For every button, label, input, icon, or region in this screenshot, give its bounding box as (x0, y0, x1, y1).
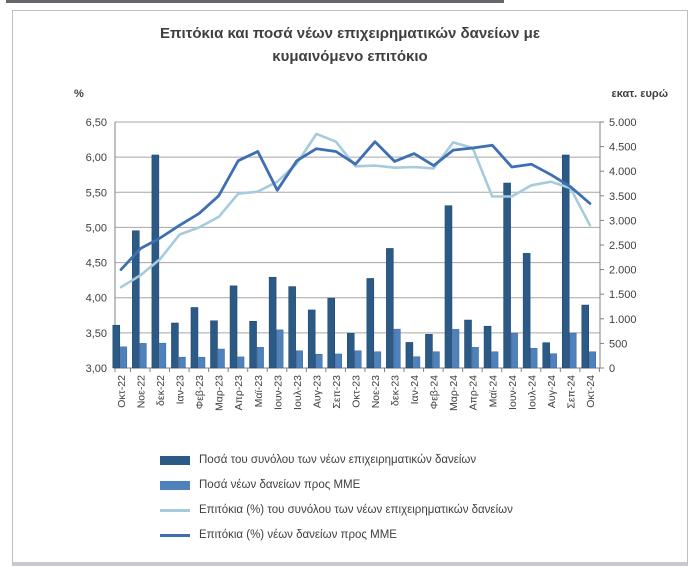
svg-text:Ιουλ-23: Ιουλ-23 (292, 375, 304, 410)
svg-text:δεκ-23: δεκ-23 (390, 375, 402, 406)
legend-swatch-sme-rate-line (160, 533, 190, 537)
svg-text:4.000: 4.000 (609, 166, 637, 178)
chart-plot: 3,00 3,50 4,00 4,50 5,00 5,50 6,00 6,50 0 500 1.00… (86, 117, 637, 411)
svg-text:Ιαν-23: Ιαν-23 (175, 375, 187, 405)
svg-text:Φεβ-24: Φεβ-24 (429, 375, 441, 409)
svg-text:Φεβ-23: Φεβ-23 (194, 375, 206, 409)
legend-label-total-rate: Επιτόκια (%) του συνόλου των νέων επιχει… (199, 504, 513, 516)
svg-text:5,00: 5,00 (86, 222, 107, 234)
svg-text:Μαϊ-24: Μαϊ-24 (487, 375, 499, 407)
svg-text:Νοε-22: Νοε-22 (136, 375, 148, 408)
svg-text:Νοε-23: Νοε-23 (370, 375, 382, 408)
svg-text:Οκτ-22: Οκτ-22 (116, 375, 128, 408)
legend-label-sme-amounts: Ποσά νέων δανείων προς ΜΜΕ (199, 479, 361, 491)
svg-text:4,50: 4,50 (86, 258, 107, 270)
svg-text:5,50: 5,50 (86, 187, 107, 199)
svg-text:Απρ-23: Απρ-23 (233, 375, 245, 411)
svg-text:4.500: 4.500 (609, 142, 637, 154)
svg-text:Μαρ-24: Μαρ-24 (448, 375, 460, 411)
svg-text:2.000: 2.000 (609, 265, 637, 277)
svg-text:3,50: 3,50 (86, 328, 107, 340)
legend-label-sme-rate: Επιτόκια (%) νέων δανείων προς ΜΜΕ (199, 529, 397, 541)
svg-text:3.500: 3.500 (609, 191, 637, 203)
svg-text:Αυγ-23: Αυγ-23 (311, 375, 323, 408)
svg-text:Σεπ-23: Σεπ-23 (331, 375, 343, 409)
svg-text:3,00: 3,00 (86, 363, 107, 375)
svg-text:Ιαν-24: Ιαν-24 (409, 375, 421, 405)
chart-frame (12, 10, 688, 566)
screenshot-artifact-strip (6, 0, 504, 3)
svg-text:Ιουν-24: Ιουν-24 (507, 375, 519, 410)
svg-text:Αυγ-24: Αυγ-24 (546, 375, 558, 408)
svg-text:Σεπ-24: Σεπ-24 (565, 375, 577, 409)
svg-text:Ιουλ-24: Ιουλ-24 (526, 375, 538, 410)
svg-text:Οκτ-24: Οκτ-24 (585, 375, 597, 408)
left-axis-unit-label: % (74, 88, 84, 100)
svg-text:Απρ-24: Απρ-24 (468, 375, 480, 411)
svg-text:Οκτ-23: Οκτ-23 (350, 375, 362, 408)
right-axis-unit-label: εκατ. ευρώ (611, 88, 669, 100)
chart-legend: Ποσά του συνόλου των νέων επιχειρηματικώ… (160, 454, 513, 541)
legend-swatch-sme-amounts-bar (160, 480, 190, 490)
legend-label-total-amounts: Ποσά του συνόλου των νέων επιχειρηματικώ… (199, 454, 477, 466)
svg-text:1.000: 1.000 (609, 314, 637, 326)
legend-item-sme-amounts: Ποσά νέων δανείων προς ΜΜΕ (160, 479, 513, 491)
legend-item-total-rate: Επιτόκια (%) του συνόλου των νέων επιχει… (160, 504, 513, 516)
legend-swatch-total-amounts-bar (160, 455, 190, 465)
svg-text:500: 500 (609, 338, 627, 350)
svg-text:Ιουν-23: Ιουν-23 (272, 375, 284, 410)
svg-text:δεκ-22: δεκ-22 (155, 375, 167, 406)
svg-text:Μαρ-23: Μαρ-23 (214, 375, 226, 411)
svg-text:1.500: 1.500 (609, 289, 637, 301)
chart-title: Επιτόκια και ποσά νέων επιχειρηματικών δ… (160, 25, 540, 65)
svg-text:6,00: 6,00 (86, 152, 107, 164)
legend-item-total-amounts: Ποσά του συνόλου των νέων επιχειρηματικώ… (160, 454, 513, 466)
svg-text:3.000: 3.000 (609, 215, 637, 227)
svg-text:5.000: 5.000 (609, 117, 637, 129)
svg-text:0: 0 (609, 363, 615, 375)
legend-item-sme-rate: Επιτόκια (%) νέων δανείων προς ΜΜΕ (160, 529, 513, 541)
svg-text:2.500: 2.500 (609, 240, 637, 252)
svg-text:Μαϊ-23: Μαϊ-23 (253, 375, 265, 407)
svg-text:6,50: 6,50 (86, 117, 107, 129)
svg-text:4,00: 4,00 (86, 293, 107, 305)
legend-swatch-total-rate-line (160, 508, 190, 512)
